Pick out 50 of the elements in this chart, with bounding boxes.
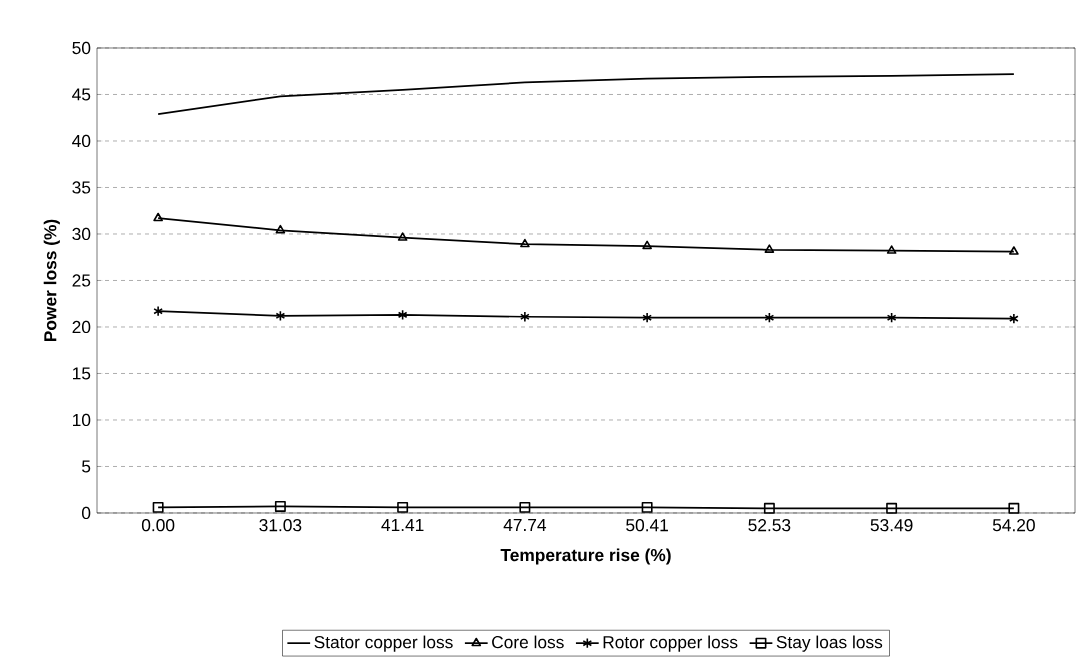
point [764, 244, 775, 253]
y-tick-label: 45 [72, 88, 91, 101]
point [397, 501, 409, 513]
y-tick-label: 40 [72, 134, 91, 148]
point [275, 310, 286, 322]
point [397, 232, 408, 241]
point [153, 305, 163, 317]
x-tick-label: 52.53 [748, 519, 791, 532]
x-tick-label: 0.00 [141, 519, 175, 532]
point [641, 501, 653, 513]
point [275, 224, 286, 234]
point [886, 502, 898, 514]
point [520, 238, 530, 248]
point [886, 245, 897, 254]
x-tick-label: 53.49 [870, 519, 913, 532]
line-series [157, 73, 1015, 115]
point [152, 501, 164, 513]
y-tick-label: 20 [72, 320, 91, 334]
point [642, 240, 652, 250]
y-tick-label: 10 [73, 413, 91, 427]
legend-label: Core loss [492, 635, 564, 649]
point [397, 309, 408, 321]
y-tick-label: 5 [82, 460, 91, 473]
x-tick-label: 50.41 [626, 519, 668, 532]
point [886, 312, 897, 324]
legend-label: Stay loas loss [776, 635, 883, 652]
point [1009, 246, 1019, 255]
y-axis-title: Power loss (%) [43, 219, 60, 341]
x-tick-label: 47.74 [503, 519, 547, 531]
y-tick-label: 15 [73, 367, 91, 380]
y-tick-label: 50 [72, 41, 91, 55]
point [642, 312, 652, 324]
x-axis-title: Temperature rise (%) [500, 548, 671, 565]
point [274, 501, 286, 512]
point [520, 311, 530, 323]
x-tick-label: 54.20 [992, 519, 1035, 532]
point [153, 212, 163, 222]
x-tick-label: 31.03 [259, 519, 302, 532]
legend-label: Stator copper loss [314, 635, 453, 652]
legend-label: Rotor copper loss [603, 635, 738, 652]
x-tick-label: 41.41 [381, 519, 424, 531]
point [764, 312, 775, 324]
y-tick-label: 25 [72, 274, 91, 287]
y-tick-label: 35 [72, 181, 91, 194]
point [1008, 502, 1020, 514]
point [1009, 313, 1019, 325]
point [519, 501, 531, 513]
point [763, 502, 775, 514]
y-tick-label: 0 [81, 506, 91, 520]
y-tick-label: 30 [72, 227, 91, 241]
